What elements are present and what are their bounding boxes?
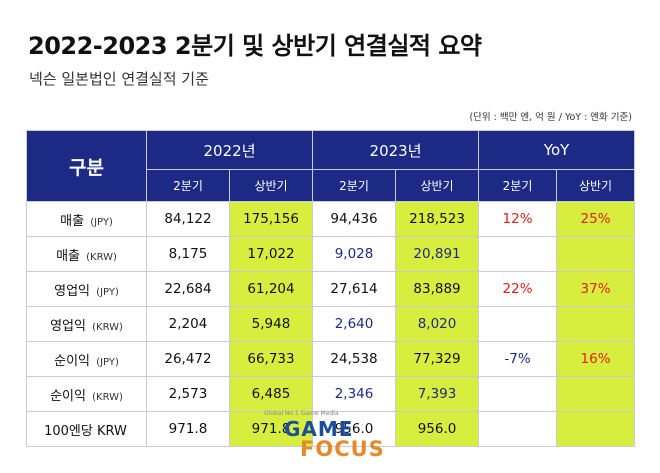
cell-2023-h1: 8,020 xyxy=(395,306,480,342)
cell-yoy-h1 xyxy=(556,236,636,272)
row-label: 매출 (JPY) xyxy=(26,201,147,237)
cell-2023-h1: 83,889 xyxy=(395,271,480,307)
header-year-2022: 2022년 xyxy=(145,130,314,170)
cell-2022-h1: 5,948 xyxy=(228,306,314,342)
cell-2022-q2: 26,472 xyxy=(146,341,230,377)
cell-yoy-q2 xyxy=(478,306,558,342)
header-year-2023: 2023년 xyxy=(312,130,480,170)
page-title: 2022-2023 2분기 및 상반기 연결실적 요약 xyxy=(28,32,482,60)
row-label: 순이익 (KRW) xyxy=(26,376,147,412)
cell-yoy-h1 xyxy=(556,306,636,342)
cell-2022-h1: 17,022 xyxy=(228,236,314,272)
table-row-net-income-jpy: 순이익 (JPY) 26,472 66,733 24,538 77,329 -7… xyxy=(26,341,636,377)
cell-yoy-h1: 25% xyxy=(556,201,636,237)
header-yoy: YoY xyxy=(478,130,636,170)
cell-yoy-q2 xyxy=(478,376,558,412)
cell-yoy-q2: 22% xyxy=(478,271,558,307)
cell-2022-q2: 971.8 xyxy=(146,411,230,447)
cell-2022-q2: 2,204 xyxy=(146,306,230,342)
cell-2023-q2: 956.0 xyxy=(312,411,397,447)
row-currency: (JPY) xyxy=(90,216,113,228)
cell-2022-q2: 2,573 xyxy=(146,376,230,412)
cell-2023-h1: 956.0 xyxy=(395,411,480,447)
cell-2022-q2: 8,175 xyxy=(146,236,230,272)
table-row-revenue-krw: 매출 (KRW) 8,175 17,022 9,028 20,891 xyxy=(26,236,636,272)
cell-2023-q2: 24,538 xyxy=(312,341,397,377)
cell-2022-h1: 175,156 xyxy=(228,201,314,237)
header-sub-2022-q2: 2분기 xyxy=(146,169,230,202)
cell-2022-q2: 84,122 xyxy=(146,201,230,237)
row-currency: (KRW) xyxy=(86,251,117,263)
cell-yoy-q2 xyxy=(478,236,558,272)
row-label: 순이익 (JPY) xyxy=(26,341,147,377)
cell-2022-h1: 971.8 xyxy=(228,411,314,447)
row-currency: (JPY) xyxy=(96,286,119,298)
row-label: 영업익 (JPY) xyxy=(26,271,147,307)
cell-yoy-q2 xyxy=(478,411,558,447)
cell-2023-h1: 7,393 xyxy=(395,376,480,412)
cell-yoy-h1: 16% xyxy=(556,341,636,377)
cell-yoy-h1 xyxy=(556,376,636,412)
cell-2023-q2: 94,436 xyxy=(312,201,397,237)
header-sub-2023-h1: 상반기 xyxy=(395,169,480,202)
cell-yoy-h1 xyxy=(556,411,636,447)
table-row-operating-profit-jpy: 영업익 (JPY) 22,684 61,204 27,614 83,889 22… xyxy=(26,271,636,307)
row-label: 영업익 (KRW) xyxy=(26,306,147,342)
header-sub-2023-q2: 2분기 xyxy=(312,169,397,202)
table-row-net-income-krw: 순이익 (KRW) 2,573 6,485 2,346 7,393 xyxy=(26,376,636,412)
header-sub-yoy-q2: 2분기 xyxy=(478,169,558,202)
row-currency: (KRW) xyxy=(92,321,123,333)
cell-2023-h1: 20,891 xyxy=(395,236,480,272)
cell-2023-h1: 77,329 xyxy=(395,341,480,377)
cell-2023-q2: 27,614 xyxy=(312,271,397,307)
table-row-revenue-jpy: 매출 (JPY) 84,122 175,156 94,436 218,523 1… xyxy=(26,201,636,237)
cell-2023-q2: 2,346 xyxy=(312,376,397,412)
header-sub-yoy-h1: 상반기 xyxy=(556,169,636,202)
cell-2022-q2: 22,684 xyxy=(146,271,230,307)
cell-2022-h1: 66,733 xyxy=(228,341,314,377)
table-row-exchange-rate: 100엔당 KRW 971.8 971.8 956.0 956.0 xyxy=(26,411,636,447)
cell-yoy-q2: -7% xyxy=(478,341,558,377)
row-currency: (KRW) xyxy=(92,391,123,403)
cell-2023-q2: 2,640 xyxy=(312,306,397,342)
cell-2022-h1: 6,485 xyxy=(228,376,314,412)
cell-yoy-q2: 12% xyxy=(478,201,558,237)
row-label: 100엔당 KRW xyxy=(26,411,147,447)
header-category: 구분 xyxy=(26,130,147,202)
header-sub-2022-h1: 상반기 xyxy=(228,169,314,202)
page-subtitle: 넥슨 일본법인 연결실적 기준 xyxy=(29,70,209,88)
cell-2023-q2: 9,028 xyxy=(312,236,397,272)
row-label: 매출 (KRW) xyxy=(26,236,147,272)
cell-yoy-h1: 37% xyxy=(556,271,636,307)
row-currency: (JPY) xyxy=(96,356,119,368)
unit-note: (단위 : 백만 엔, 억 원 / YoY : 엔화 기준) xyxy=(469,112,632,123)
cell-2022-h1: 61,204 xyxy=(228,271,314,307)
cell-2023-h1: 218,523 xyxy=(395,201,480,237)
earnings-summary-table: 구분 2022년 2023년 YoY 2분기 상반기 2분기 상반기 2분기 상… xyxy=(26,130,636,447)
table-row-operating-profit-krw: 영업익 (KRW) 2,204 5,948 2,640 8,020 xyxy=(26,306,636,342)
